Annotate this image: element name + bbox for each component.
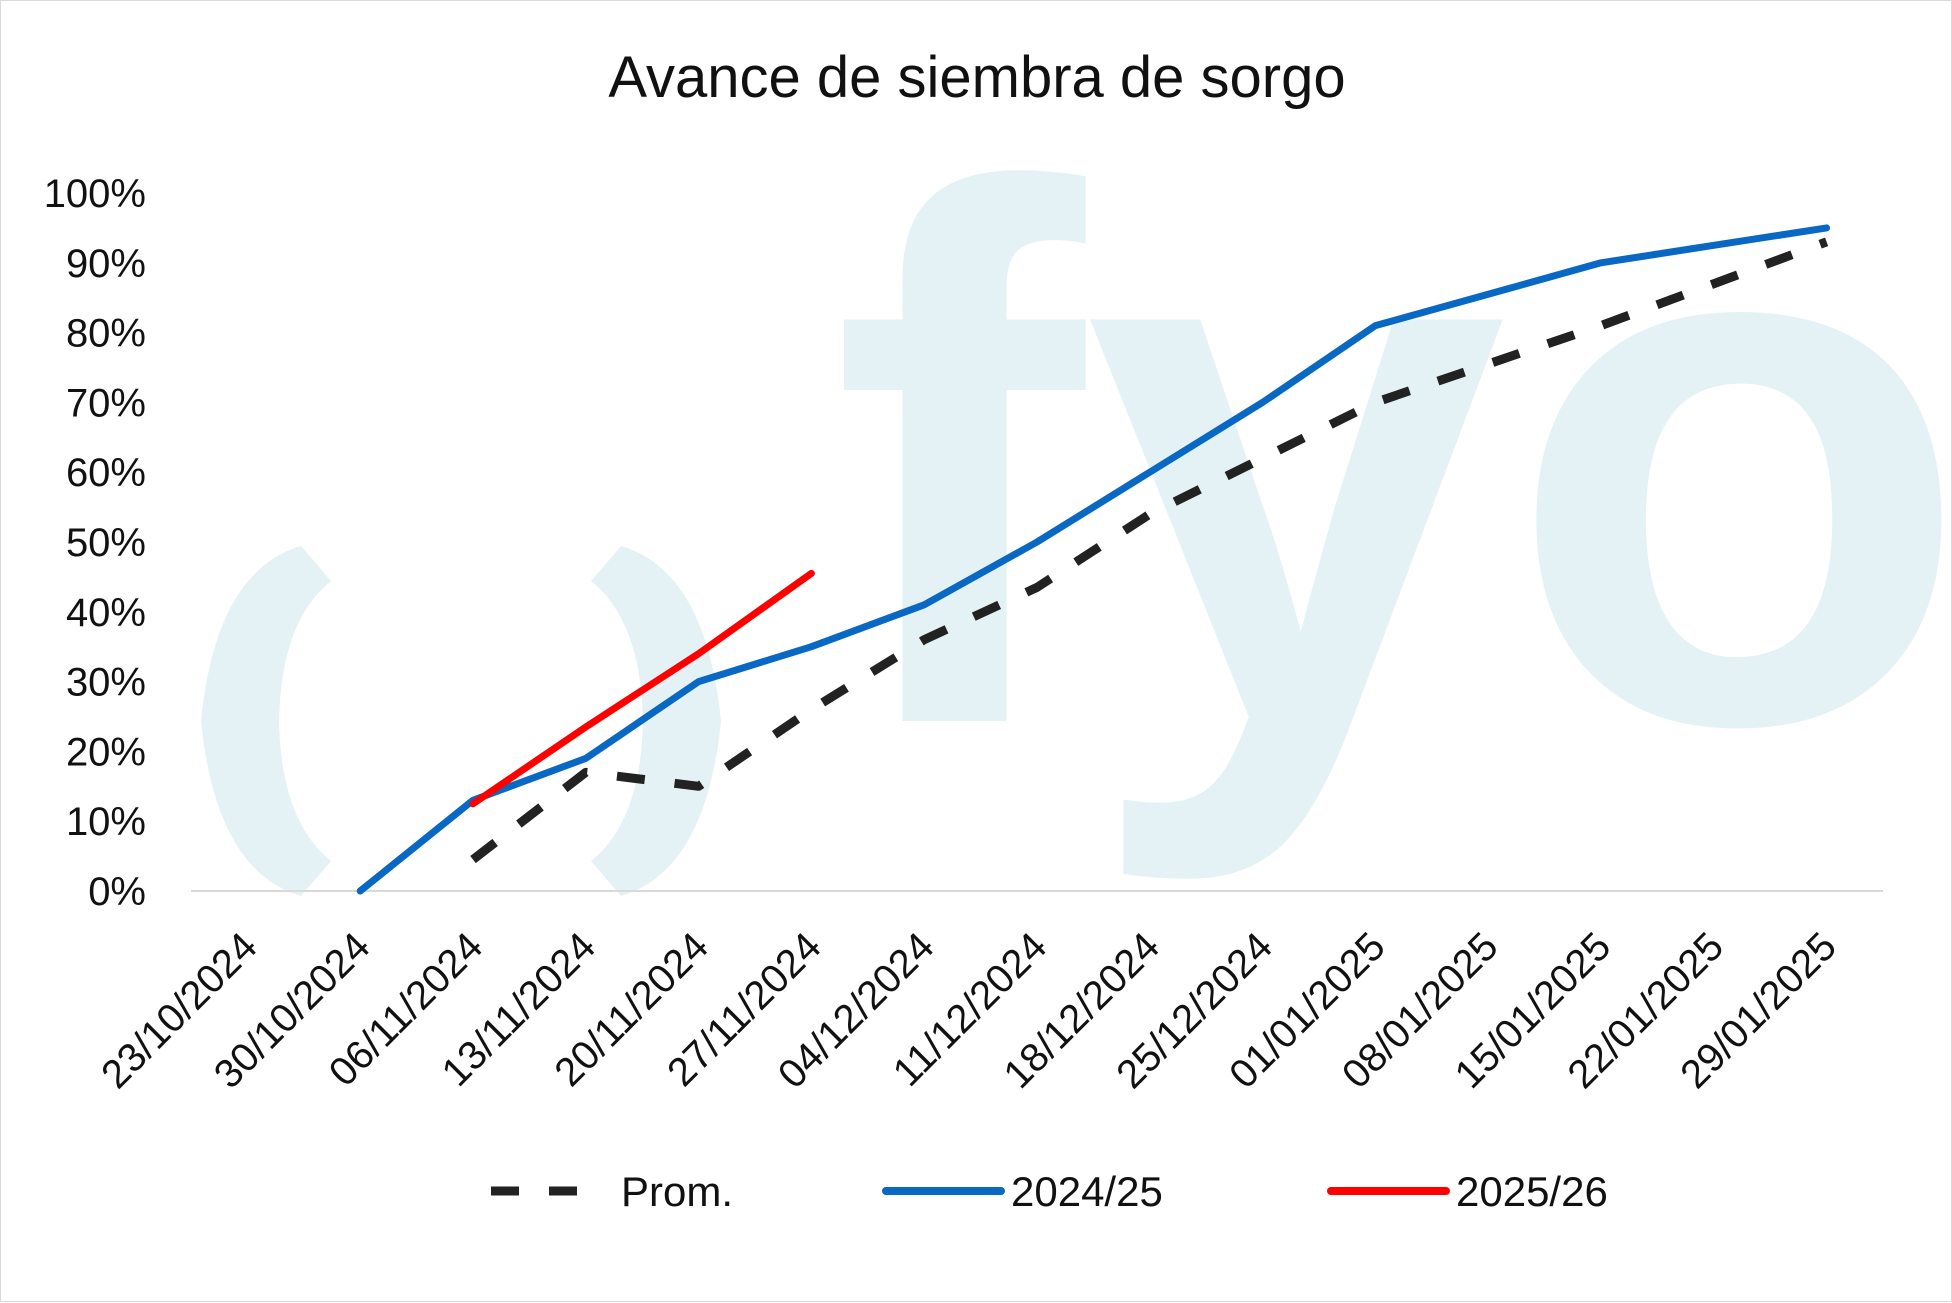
legend-label: 2024/25 bbox=[1011, 1168, 1163, 1215]
series-group bbox=[356, 224, 1831, 895]
legend-label: 2025/26 bbox=[1456, 1168, 1608, 1215]
y-tick-label: 50% bbox=[66, 521, 146, 565]
legend-label: Prom. bbox=[621, 1168, 733, 1215]
series-line-2025-26 bbox=[469, 569, 815, 808]
y-tick-label: 60% bbox=[66, 451, 146, 495]
y-tick-label: 20% bbox=[66, 730, 146, 774]
y-tick-label: 10% bbox=[66, 800, 146, 844]
y-tick-label: 30% bbox=[66, 661, 146, 705]
legend: Prom. 2024/25 2025/26 bbox=[491, 1168, 1608, 1215]
chart-title: Avance de siembra de sorgo bbox=[608, 45, 1345, 110]
y-tick-label: 80% bbox=[66, 312, 146, 356]
series-line-2024-25 bbox=[356, 224, 1831, 895]
y-tick-label: 90% bbox=[66, 242, 146, 286]
watermark-text: fyo bbox=[831, 34, 1952, 887]
y-tick-label: 0% bbox=[88, 870, 146, 914]
watermark-logo: fyo bbox=[201, 34, 1952, 896]
y-tick-label: 100% bbox=[44, 172, 146, 216]
y-tick-label: 40% bbox=[66, 591, 146, 635]
y-axis: 0% 10% 20% 30% 40% 50% 60% 70% 80% 90% 100% bbox=[44, 172, 146, 914]
y-tick-label: 70% bbox=[66, 381, 146, 425]
x-axis: 23/10/202430/10/202406/11/202413/11/2024… bbox=[93, 924, 1845, 1097]
series-line-prom bbox=[470, 237, 1829, 864]
